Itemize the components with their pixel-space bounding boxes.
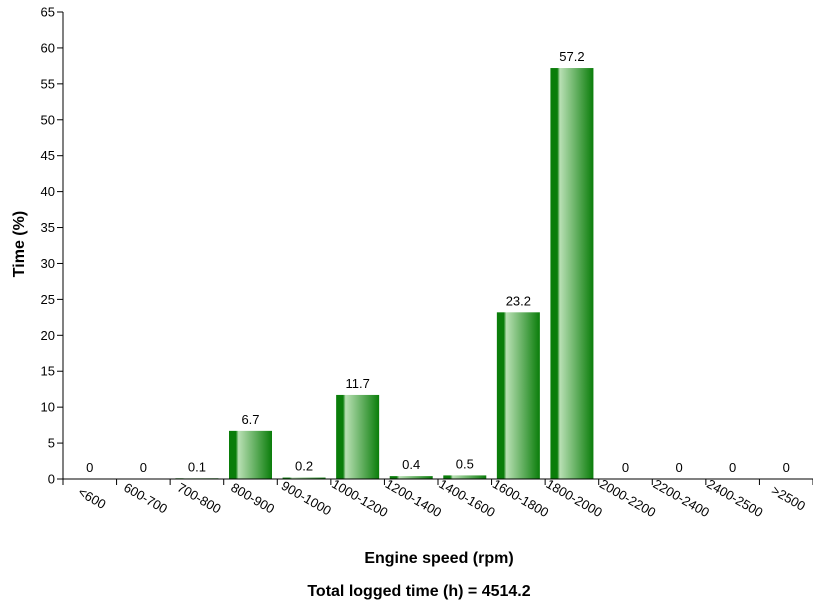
data-label: 0.1 — [188, 459, 206, 474]
data-label: 0 — [783, 460, 790, 475]
y-tick-label: 30 — [41, 256, 55, 271]
data-label: 23.2 — [506, 293, 531, 308]
x-tick-label: 1600-1800 — [490, 476, 551, 520]
x-tick-label: 1200-1400 — [383, 476, 444, 520]
x-tick-label: 1800-2000 — [544, 476, 605, 520]
x-tick-label: 900-1000 — [279, 478, 334, 518]
data-label: 11.7 — [345, 376, 369, 391]
bars-group — [175, 68, 594, 479]
data-label: 0 — [622, 460, 629, 475]
x-tick-label: >2500 — [769, 482, 808, 513]
x-tick-label: <600 — [76, 484, 109, 512]
bar — [443, 475, 487, 479]
data-label: 57.2 — [559, 49, 584, 64]
bar — [550, 68, 594, 479]
data-label: 0 — [675, 460, 682, 475]
x-tick-label: 1000-1200 — [329, 476, 390, 520]
bar — [496, 312, 540, 479]
data-labels-group: 0 0 0.1 6.7 0.2 11.7 0.4 0.5 23.2 57.2 0 0 0 0 — [86, 49, 790, 475]
bar — [389, 476, 433, 479]
total-logged-time: Total logged time (h) = 4514.2 — [307, 583, 530, 600]
y-tick-label: 0 — [48, 472, 55, 487]
y-tick-label: 35 — [41, 220, 55, 235]
y-axis: 0 5 10 15 20 25 30 35 40 45 50 55 60 65 — [41, 5, 64, 487]
x-tick-label: 700-800 — [175, 480, 224, 517]
bar — [282, 477, 326, 479]
y-tick-label: 20 — [41, 328, 55, 343]
y-tick-label: 50 — [41, 112, 55, 127]
y-tick-label: 45 — [41, 148, 55, 163]
data-label: 0.4 — [402, 457, 420, 472]
data-label: 0.2 — [295, 459, 313, 474]
x-tick-label: 800-900 — [228, 480, 277, 517]
x-tick-label: 2400-2500 — [704, 476, 765, 520]
y-tick-label: 55 — [41, 76, 55, 91]
x-tick-label: 2000-2200 — [597, 476, 658, 520]
x-axis: <600 600-700 700-800 800-900 900-10001000-12… — [62, 476, 813, 520]
data-label: 0 — [140, 460, 147, 475]
y-tick-label: 15 — [41, 364, 55, 379]
x-axis-title: Engine speed (rpm) — [364, 550, 513, 567]
y-tick-label: 65 — [41, 5, 55, 20]
data-label: 6.7 — [241, 412, 259, 427]
x-tick-label: 2200-2400 — [651, 476, 712, 520]
y-tick-label: 60 — [41, 40, 55, 55]
x-tick-label: 600-700 — [121, 480, 170, 517]
data-label: 0 — [729, 460, 736, 475]
data-label: 0 — [86, 460, 93, 475]
x-tick-label: 1400-1600 — [436, 476, 497, 520]
y-tick-label: 10 — [41, 400, 55, 415]
bar — [229, 430, 272, 479]
bar — [336, 394, 380, 479]
y-tick-label: 25 — [41, 292, 55, 307]
y-tick-label: 5 — [48, 436, 55, 451]
data-label: 0.5 — [456, 456, 474, 471]
y-tick-label: 40 — [41, 184, 55, 199]
y-axis-title: Time (%) — [11, 211, 28, 277]
